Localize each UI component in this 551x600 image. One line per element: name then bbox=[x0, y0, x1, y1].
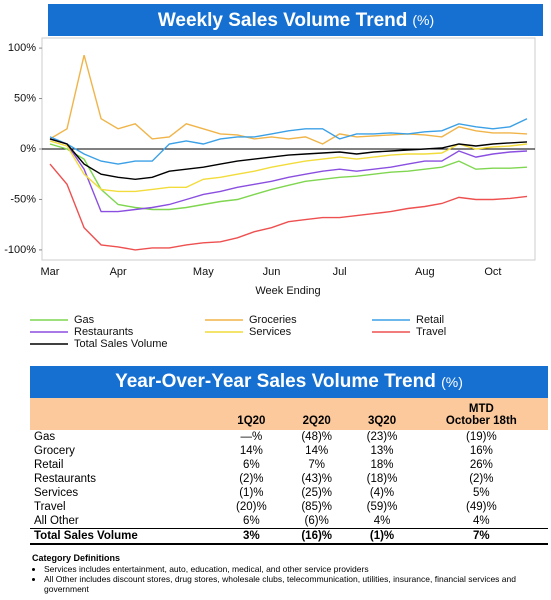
table-cell: (59)% bbox=[366, 501, 398, 513]
notes: Category Definitions Services includes e… bbox=[32, 553, 547, 594]
table-cell: (18)% bbox=[366, 473, 398, 485]
table-cell: 3% bbox=[218, 528, 285, 545]
table-row: Travel (20)% (85)% (59)% (49)% bbox=[30, 500, 548, 514]
title-banner bbox=[48, 4, 543, 36]
table-section: Year-Over-Year Sales Volume Trend (%) 1Q… bbox=[30, 366, 548, 545]
title-unit: (%) bbox=[412, 12, 434, 28]
table: 1Q20 2Q20 3Q20 MTD October 18th Gas —% (48)% (2… bbox=[30, 398, 548, 545]
table-row: Retail 6% 7% 18% 26% bbox=[30, 458, 548, 472]
y-tick-label: 0% bbox=[20, 143, 36, 155]
header-cell bbox=[30, 398, 219, 430]
x-tick-label: May bbox=[193, 266, 214, 278]
x-tick-label: Oct bbox=[484, 266, 501, 278]
table-cell: 7% bbox=[308, 459, 325, 471]
table-cell: Grocery bbox=[34, 445, 75, 457]
table-cell: (85)% bbox=[301, 501, 333, 513]
legend-label: Travel bbox=[416, 326, 446, 338]
header-cell: 1Q20 bbox=[218, 398, 285, 430]
legend-label: Restaurants bbox=[74, 326, 134, 338]
table-cell: (19)% bbox=[466, 431, 497, 443]
table-cell: (20)% bbox=[236, 501, 267, 513]
table-title: Year-Over-Year Sales Volume Trend (%) bbox=[30, 366, 548, 398]
legend-label: Retail bbox=[416, 314, 444, 326]
x-axis-label: Week Ending bbox=[255, 285, 320, 297]
table-row: All Other 6% (6)% 4% 4% bbox=[30, 514, 548, 529]
table-title-unit: (%) bbox=[441, 374, 463, 390]
series-line bbox=[49, 140, 528, 193]
series-line bbox=[49, 138, 528, 181]
table-cell: (4)% bbox=[369, 487, 395, 499]
table-cell: All Other bbox=[34, 515, 79, 527]
table-row: Gas —% (48)% (23)% (19)% bbox=[30, 430, 548, 444]
legend-label: Groceries bbox=[249, 314, 297, 326]
table-cell: (2)% bbox=[469, 473, 494, 485]
table-cell: 6% bbox=[243, 459, 260, 471]
table-cell: 7% bbox=[414, 528, 548, 545]
title-text: Weekly Sales Volume Trend bbox=[158, 10, 408, 31]
x-tick-label: Aug bbox=[415, 266, 435, 278]
table-cell: 4% bbox=[473, 515, 490, 527]
table-cell: Services bbox=[34, 487, 79, 499]
notes-title: Category Definitions bbox=[32, 553, 121, 563]
table-cell: (2)% bbox=[239, 473, 264, 485]
table-cell: 26% bbox=[469, 459, 493, 471]
series-line bbox=[49, 163, 528, 251]
y-tick-label: -50% bbox=[10, 193, 36, 205]
table-cell: (48)% bbox=[301, 431, 333, 443]
table-cell: 13% bbox=[370, 445, 394, 457]
header-cell: 3Q20 bbox=[349, 398, 415, 430]
legend-label: Total Sales Volume bbox=[74, 338, 168, 350]
table-cell: —% bbox=[240, 431, 263, 443]
table-cell: 14% bbox=[305, 445, 329, 457]
table-cell: Restaurants bbox=[34, 473, 97, 485]
x-tick-label: Jul bbox=[333, 266, 347, 278]
series-line bbox=[49, 143, 528, 211]
table-cell: (49)% bbox=[466, 501, 497, 513]
table-cell: Retail bbox=[34, 459, 64, 471]
table-cell: 18% bbox=[370, 459, 394, 471]
note-item: Services includes entertainment, auto, e… bbox=[44, 564, 547, 574]
y-tick-label: 100% bbox=[8, 42, 36, 54]
table-cell: (16)% bbox=[284, 528, 350, 545]
table-cell: Gas bbox=[34, 431, 56, 443]
series-line bbox=[49, 55, 528, 145]
note-item: All Other includes discount stores, drug… bbox=[44, 574, 547, 594]
header-cell: 2Q20 bbox=[284, 398, 350, 430]
table-row: Services (1)% (25)% (4)% 5% bbox=[30, 486, 548, 500]
table-row: Restaurants (2)% (43)% (18)% (2)% bbox=[30, 472, 548, 486]
table-cell: (1)% bbox=[239, 487, 264, 499]
notes-list: Services includes entertainment, auto, e… bbox=[32, 564, 547, 594]
y-tick-label: 50% bbox=[14, 92, 36, 104]
series-line bbox=[49, 138, 528, 213]
table-cell: 14% bbox=[239, 445, 263, 457]
total-row: Total Sales Volume 3% (16)% (1)% 7% bbox=[30, 528, 548, 545]
chart: Weekly Sales Volume Trend (%) Week Ending… bbox=[4, 4, 543, 350]
table-cell: (1)% bbox=[349, 528, 415, 545]
x-tick-label: Mar bbox=[41, 266, 60, 278]
table-cell: (23)% bbox=[366, 431, 398, 443]
table-title-text: Year-Over-Year Sales Volume Trend bbox=[115, 371, 436, 392]
table-cell: (25)% bbox=[301, 487, 333, 499]
series-line bbox=[49, 118, 528, 165]
chart-title: Weekly Sales Volume Trend (%) bbox=[158, 10, 434, 31]
table-row: Grocery 14% 14% 13% 16% bbox=[30, 444, 548, 458]
legend-label: Services bbox=[249, 326, 292, 338]
legend-label: Gas bbox=[74, 314, 95, 326]
table-cell: 6% bbox=[243, 515, 260, 527]
table-cell: 4% bbox=[373, 515, 391, 527]
table-cell: (43)% bbox=[301, 473, 333, 485]
table-cell: Travel bbox=[34, 501, 66, 513]
header-cell: MTD October 18th bbox=[414, 398, 548, 430]
x-tick-label: Apr bbox=[110, 266, 127, 278]
table-cell: 5% bbox=[473, 487, 490, 499]
table-cell: 16% bbox=[469, 445, 493, 457]
table-cell: (6)% bbox=[304, 515, 329, 527]
x-tick-label: Jun bbox=[263, 266, 281, 278]
y-tick-label: -100% bbox=[4, 244, 36, 256]
header-row: 1Q20 2Q20 3Q20 MTD October 18th bbox=[30, 398, 548, 430]
table-cell: Total Sales Volume bbox=[30, 528, 219, 545]
